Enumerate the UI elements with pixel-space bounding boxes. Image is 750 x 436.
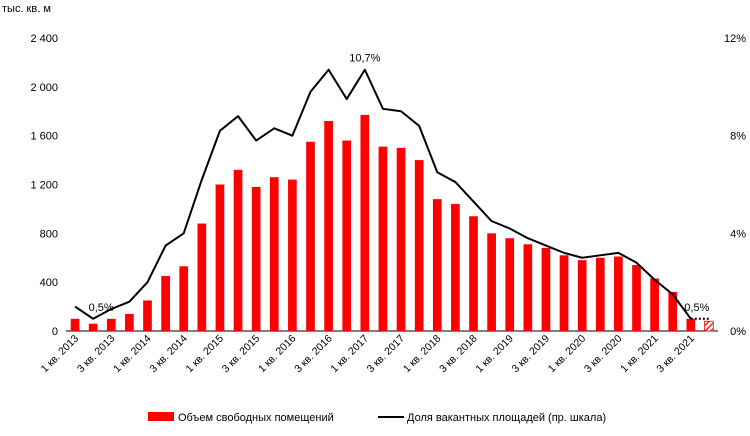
bar (143, 300, 152, 331)
bar (360, 114, 370, 331)
left-tick-label: 800 (40, 228, 58, 240)
bar (88, 323, 98, 331)
value-annotation: 0,5% (89, 302, 114, 314)
x-tick-label: 3 кв. 2019 (510, 333, 553, 376)
bar (306, 141, 315, 331)
x-tick-label: 1 кв. 2014 (111, 333, 154, 376)
bar (469, 216, 478, 331)
bar (559, 255, 569, 331)
bar (523, 244, 533, 331)
line-group (74, 68, 709, 320)
x-tick-label: 3 кв. 2017 (365, 333, 408, 376)
left-axis-unit: тыс. кв. м (2, 3, 51, 15)
bar (668, 291, 678, 331)
bar (233, 169, 243, 331)
legend: Объем свободных помещений Доля вакантных… (148, 412, 606, 424)
bar (451, 204, 460, 331)
x-tick-label: 1 кв. 2018 (401, 333, 444, 376)
value-annotation: 0,5% (684, 302, 709, 314)
x-tick-label: 3 кв. 2016 (292, 333, 335, 376)
x-tick-label: 1 кв. 2015 (184, 333, 227, 376)
bar (614, 256, 623, 331)
x-tick-label: 3 кв. 2014 (147, 333, 190, 376)
vacancy-line (74, 68, 692, 320)
bar (577, 260, 587, 331)
bars-group (70, 114, 714, 332)
left-tick-label: 0 (52, 326, 58, 338)
x-tick-label: 1 кв. 2019 (473, 333, 516, 376)
bar (324, 121, 333, 332)
x-tick-label: 3 кв. 2020 (582, 333, 625, 376)
x-tick-label: 1 кв. 2017 (328, 333, 371, 376)
right-tick-label: 8% (730, 131, 746, 143)
x-tick-label: 3 кв. 2018 (437, 333, 480, 376)
bar (595, 257, 605, 331)
x-tick-label: 1 кв. 2021 (618, 333, 661, 376)
bar (215, 184, 225, 331)
x-tick-label: 1 кв. 2020 (546, 333, 589, 376)
annotations-group: 0,5% 10,7% 0,5% (89, 53, 710, 314)
bar (541, 247, 551, 331)
value-annotation: 10,7% (349, 53, 380, 65)
legend-line-label: Доля вакантных площадей (пр. шкала) (407, 412, 606, 424)
x-tick-label: 3 кв. 2021 (654, 333, 697, 376)
bar (650, 278, 659, 331)
x-tick-label: 1 кв. 2013 (39, 333, 82, 376)
bar (161, 276, 170, 331)
bar (487, 233, 496, 331)
legend-bar-swatch (148, 412, 174, 421)
bar (432, 199, 442, 331)
right-tick-label: 4% (730, 228, 746, 240)
x-tick-label: 3 кв. 2015 (220, 333, 263, 376)
bar (704, 320, 714, 332)
right-tick-label: 0% (730, 326, 746, 338)
bar (269, 177, 279, 331)
right-tick-label: 12% (724, 33, 746, 45)
bar (179, 266, 189, 331)
bar (342, 140, 352, 331)
left-tick-label: 2 000 (30, 82, 58, 94)
left-tick-label: 1 200 (30, 180, 58, 192)
x-tick-label: 3 кв. 2013 (75, 333, 118, 376)
bar (632, 265, 641, 331)
right-axis-ticks: 0% 4% 8% 12% (724, 33, 746, 338)
bar (686, 318, 696, 331)
left-tick-label: 2 400 (30, 33, 58, 45)
left-axis-ticks: 0 400 800 1 200 1 600 2 000 2 400 (30, 33, 58, 338)
x-tick-label: 1 кв. 2016 (256, 333, 299, 376)
bar (106, 318, 116, 331)
legend-bar-label: Объем свободных помещений (178, 412, 334, 424)
bar (197, 223, 207, 331)
bar (125, 313, 134, 331)
bar (396, 147, 406, 331)
bar (505, 238, 515, 331)
bar (378, 146, 388, 331)
left-tick-label: 400 (40, 277, 58, 289)
bar (70, 318, 80, 331)
left-tick-label: 1 600 (30, 131, 58, 143)
bar (288, 179, 297, 331)
bar (414, 160, 424, 331)
bar (251, 186, 261, 331)
